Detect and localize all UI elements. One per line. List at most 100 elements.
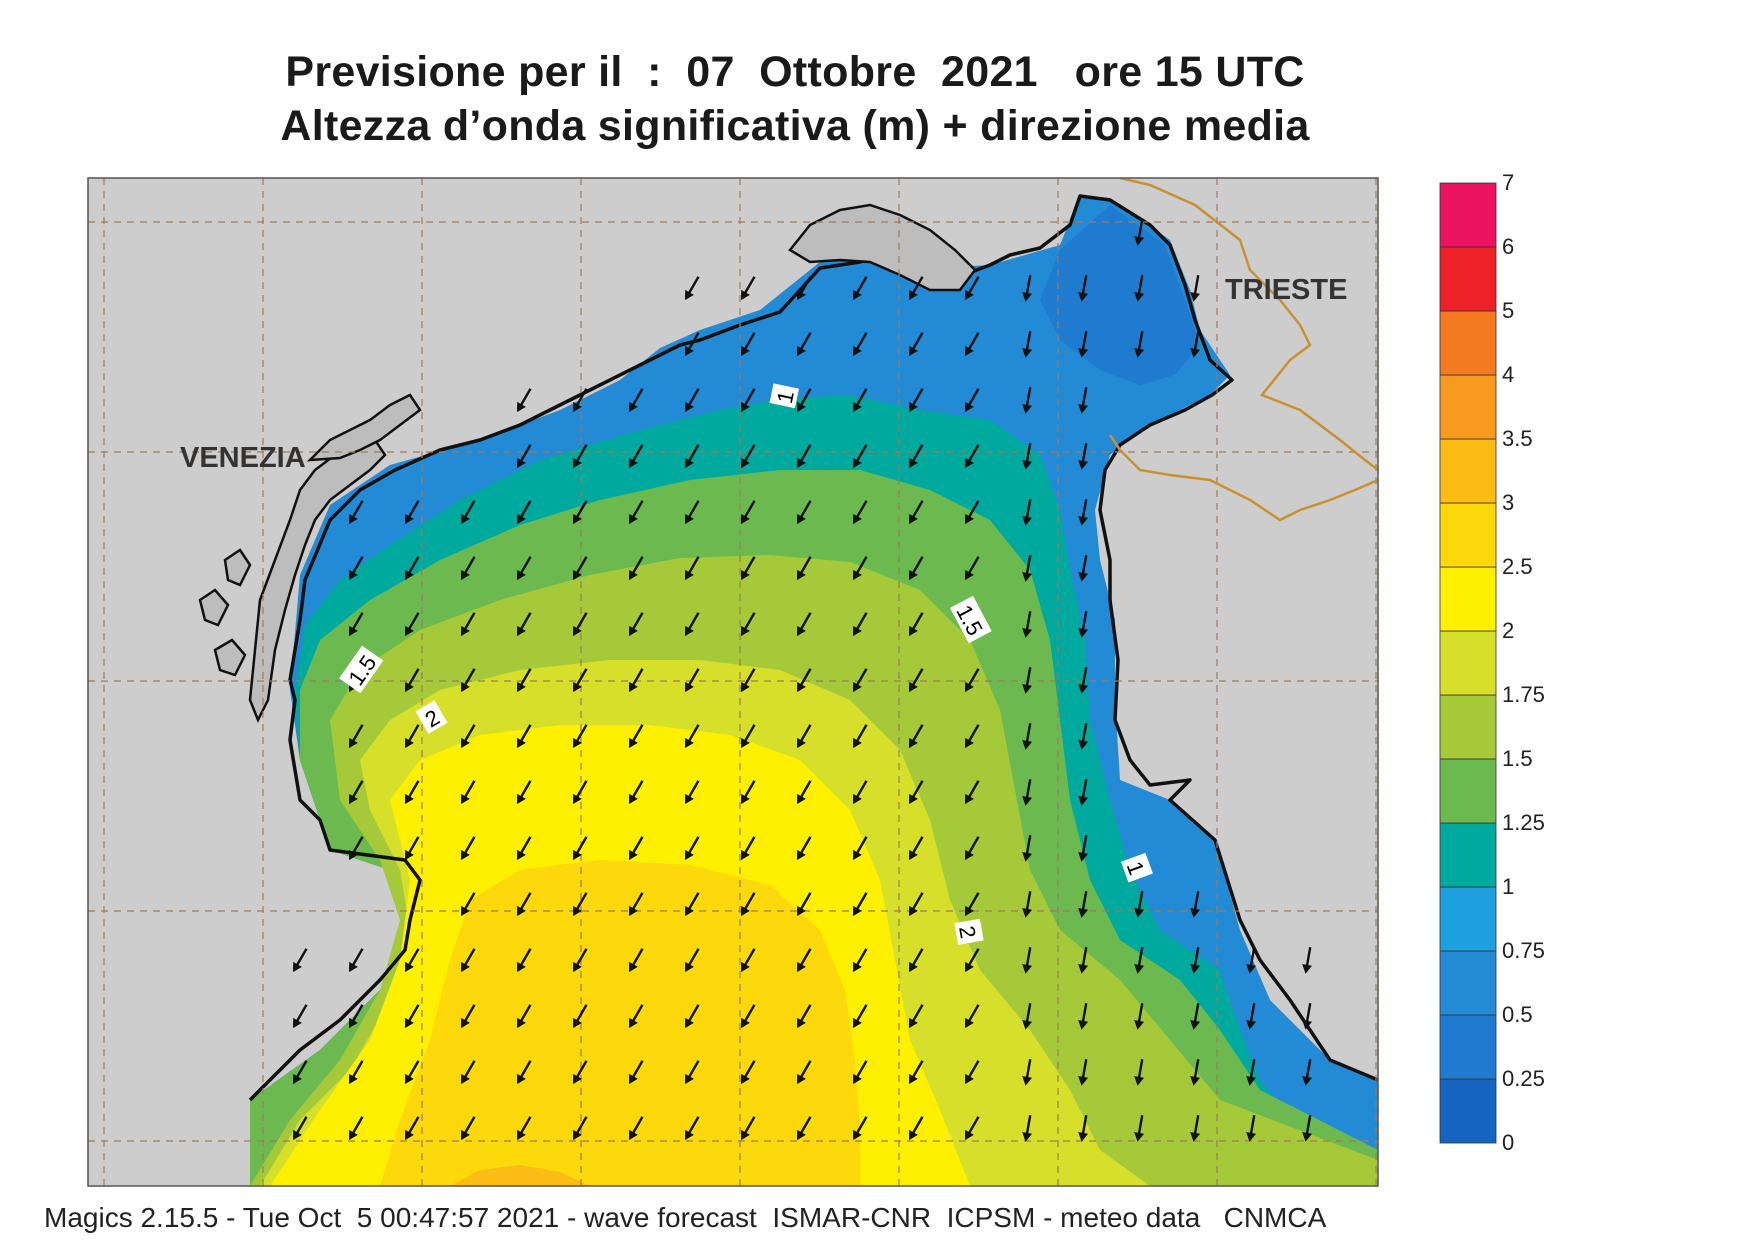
wave-arrow (684, 556, 700, 581)
wave-arrow (460, 500, 476, 525)
wave-arrow (1078, 1114, 1089, 1142)
wave-arrow (572, 668, 588, 693)
wave-arrow (516, 500, 532, 525)
wave-arrow (572, 388, 588, 413)
wave-arrow (1246, 946, 1257, 974)
wave-arrow (460, 556, 476, 581)
legend-swatch (1439, 886, 1497, 952)
wave-arrow (852, 612, 868, 637)
wave-arrow (292, 1060, 308, 1085)
wave-arrow (740, 276, 756, 301)
wave-arrow (684, 276, 700, 301)
wave-arrow (740, 836, 756, 861)
wave-arrow (628, 1060, 644, 1085)
wave-arrow (1022, 834, 1033, 862)
wave-arrow (964, 780, 980, 805)
wave-arrow (1078, 610, 1089, 638)
wave-arrow (1078, 778, 1089, 806)
legend-tick-label: 6 (1502, 234, 1514, 259)
northern-lagoon (788, 203, 977, 292)
wave-arrow (1302, 1002, 1313, 1030)
wave-arrow (516, 1116, 532, 1141)
wave-arrow (516, 780, 532, 805)
wave-arrow (404, 780, 420, 805)
wave-arrow (796, 724, 812, 749)
wave-arrow (572, 444, 588, 469)
wave-arrow (348, 1116, 364, 1141)
wave-arrow (404, 948, 420, 973)
wave-arrow (852, 836, 868, 861)
wave-arrow (516, 724, 532, 749)
wave-arrow (348, 780, 364, 805)
wave-arrow (1022, 554, 1033, 582)
legend-tick-label: 3.5 (1502, 426, 1533, 451)
legend-tick-label: 2.5 (1502, 554, 1533, 579)
city-label-venezia: VENEZIA (180, 442, 306, 474)
wave-arrow (852, 276, 868, 301)
wave-arrow (1022, 946, 1033, 974)
wave-direction-arrows (292, 218, 1313, 1142)
wave-arrow (908, 444, 924, 469)
map-subtitle: Altezza d’onda significativa (m) + direz… (280, 102, 1310, 150)
wave-arrow (852, 948, 868, 973)
wave-arrow (908, 836, 924, 861)
wave-arrow (460, 892, 476, 917)
wave-arrow (796, 892, 812, 917)
wave-arrow (404, 556, 420, 581)
wave-arrow (796, 1060, 812, 1085)
wave-arrow (684, 444, 700, 469)
wave-arrow (796, 332, 812, 357)
legend-tick-label: 5 (1502, 298, 1514, 323)
wave-arrow (796, 948, 812, 973)
wave-arrow (628, 780, 644, 805)
wave-arrow (1302, 946, 1313, 974)
wave-arrow (684, 500, 700, 525)
legend-tick-label: 1.75 (1502, 682, 1545, 707)
wave-arrow (460, 948, 476, 973)
wave-arrow (1246, 1058, 1257, 1086)
wave-arrow (460, 1116, 476, 1141)
wave-arrow (1190, 890, 1201, 918)
wave-arrow (572, 1060, 588, 1085)
legend-swatch (1439, 502, 1497, 568)
legend-tick-label: 4 (1502, 362, 1514, 387)
wave-arrow (628, 388, 644, 413)
wave-arrow (292, 1004, 308, 1029)
wave-arrow (908, 612, 924, 637)
wave-arrow (852, 668, 868, 693)
wave-arrow (796, 276, 812, 301)
wave-arrow (572, 1004, 588, 1029)
wave-arrow (348, 500, 364, 525)
wave-arrow (1078, 722, 1089, 750)
wave-arrow (628, 556, 644, 581)
wave-arrow (460, 836, 476, 861)
wave-arrow (572, 612, 588, 637)
wave-arrow (852, 388, 868, 413)
wave-arrow (908, 948, 924, 973)
wave-arrow (1078, 890, 1089, 918)
wave-arrow (740, 444, 756, 469)
wave-arrow (796, 556, 812, 581)
wave-arrow (852, 780, 868, 805)
wave-arrow (572, 1116, 588, 1141)
legend-tick-label: 1.25 (1502, 810, 1545, 835)
wave-arrow (516, 1060, 532, 1085)
wave-arrow (1134, 1002, 1145, 1030)
wave-arrow (964, 668, 980, 693)
wave-arrow (1134, 218, 1145, 246)
wave-arrow (1022, 778, 1033, 806)
wave-arrow (628, 1116, 644, 1141)
wave-arrow (572, 780, 588, 805)
graticule (88, 178, 1378, 1186)
wave-arrow (964, 1060, 980, 1085)
wave-arrow (1078, 946, 1089, 974)
wave-arrow (628, 1004, 644, 1029)
contour-labels: 1 1.5 1.5 2 1 2 (339, 383, 1153, 945)
wave-arrow (404, 668, 420, 693)
legend-swatch (1439, 1014, 1497, 1080)
wave-arrow (1078, 274, 1089, 302)
wave-arrow (964, 1004, 980, 1029)
wave-arrow (964, 276, 980, 301)
wave-arrow (964, 948, 980, 973)
